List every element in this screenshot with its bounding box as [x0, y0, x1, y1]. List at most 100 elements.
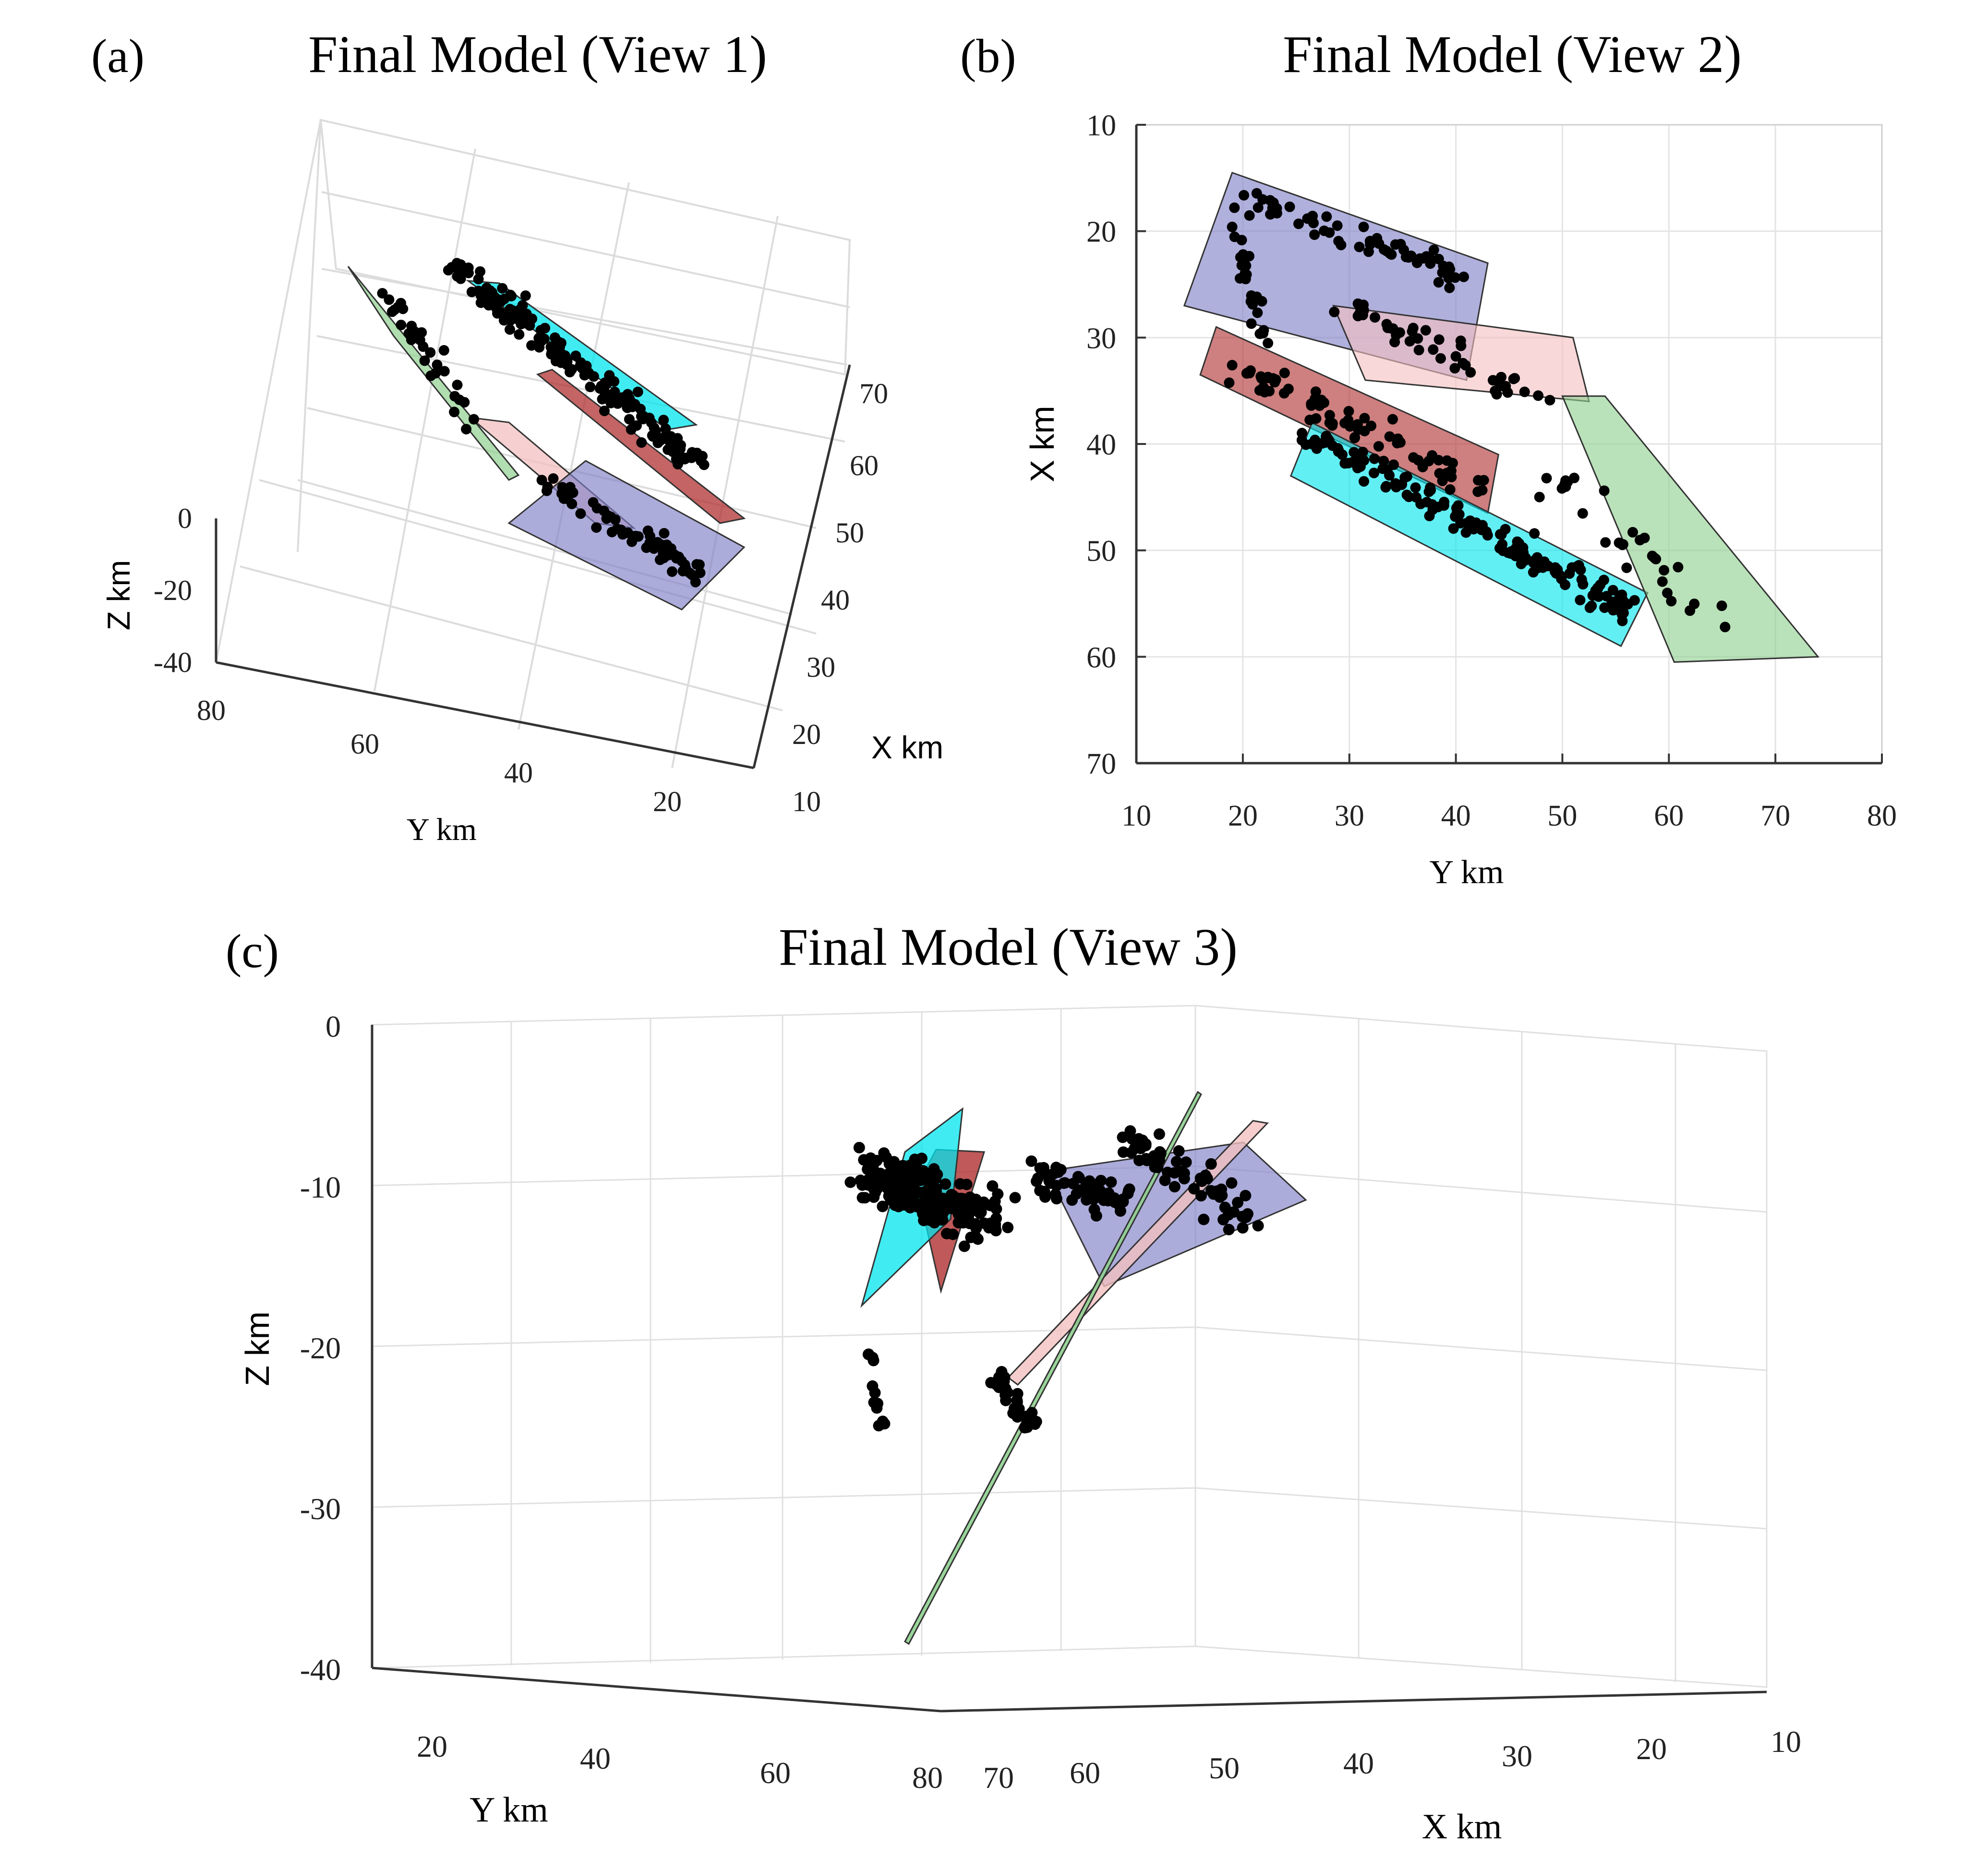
event-dot — [377, 288, 388, 299]
event-dot — [1358, 221, 1369, 232]
event-dot — [1002, 1222, 1014, 1234]
panel-a-z-label: Z km — [101, 560, 136, 631]
event-dot — [1324, 227, 1335, 238]
event-dot — [514, 329, 525, 340]
z-tick: -40 — [300, 1653, 341, 1687]
event-dot — [1559, 479, 1570, 490]
event-dot — [1577, 508, 1588, 519]
event-dot — [505, 315, 516, 326]
event-dot — [911, 1161, 923, 1173]
y-tick: 20 — [417, 1729, 447, 1763]
event-dot — [878, 1147, 890, 1159]
event-dot — [1621, 563, 1632, 573]
event-dot — [1373, 441, 1384, 452]
x-tick-label: 60 — [1654, 800, 1684, 832]
event-dot — [1152, 1162, 1164, 1174]
event-dot — [1034, 1162, 1046, 1174]
event-dot — [659, 432, 670, 443]
event-dot — [1000, 1394, 1012, 1406]
event-dot — [1241, 260, 1252, 271]
panel-b: (b) Final Model (View 2) 10 20 30 40 50 60 70 8… — [960, 25, 1897, 891]
event-dot — [432, 360, 443, 371]
event-dot — [580, 368, 591, 379]
event-dot — [1497, 539, 1508, 550]
event-dot — [873, 1420, 885, 1432]
event-dot — [940, 1178, 952, 1190]
event-dot — [1611, 599, 1622, 610]
x-tick: 20 — [792, 719, 821, 750]
y-tick: 40 — [504, 757, 533, 789]
event-dot — [1039, 1191, 1051, 1203]
x-tick: 30 — [807, 651, 835, 683]
event-dot — [1227, 221, 1238, 232]
event-dot — [1387, 414, 1398, 425]
event-dot — [1117, 1131, 1129, 1143]
x-tick-label: 30 — [1335, 800, 1364, 832]
x-tick: 50 — [835, 517, 864, 549]
panel-c-ticks: 0 -10 -20 -30 -40 20 40 60 80 70 60 50 4… — [300, 1009, 1801, 1795]
event-dot — [1551, 568, 1562, 579]
event-dot — [1117, 1146, 1129, 1158]
z-tick: 0 — [325, 1009, 341, 1043]
event-dot — [931, 1168, 943, 1180]
event-dot — [868, 1179, 880, 1191]
fault-plane-green — [904, 1091, 1202, 1645]
event-dot — [1012, 1411, 1024, 1423]
event-dot — [1600, 537, 1611, 548]
event-dot — [1496, 372, 1506, 383]
event-dot — [1232, 1197, 1244, 1209]
event-dot — [677, 565, 688, 576]
event-dot — [1382, 323, 1393, 334]
event-dot — [1370, 312, 1380, 323]
event-dot — [461, 424, 472, 435]
x-tick: 60 — [1070, 1756, 1100, 1790]
event-dot — [1572, 561, 1583, 572]
event-dot — [1323, 433, 1334, 444]
event-dot — [452, 380, 463, 390]
event-dot — [1226, 1177, 1238, 1189]
event-dot — [1384, 431, 1395, 442]
event-dot — [672, 454, 683, 465]
event-dot — [1321, 211, 1332, 222]
event-dot — [1155, 1147, 1167, 1159]
event-dot — [1049, 1188, 1061, 1200]
event-dot — [1188, 1183, 1200, 1195]
event-dot — [425, 370, 436, 381]
event-dot — [1259, 387, 1270, 398]
panel-a-title: Final Model (View 1) — [308, 25, 767, 84]
event-dot — [1401, 490, 1412, 501]
event-dot — [1091, 1183, 1103, 1194]
event-dot — [1541, 473, 1552, 484]
z-tick: -20 — [300, 1331, 341, 1365]
event-dot — [475, 290, 486, 301]
event-dot — [844, 1176, 856, 1188]
y-tick-label: 20 — [1086, 216, 1116, 249]
event-dot — [1666, 596, 1677, 607]
event-dot — [1599, 602, 1610, 613]
event-dot — [1410, 482, 1421, 493]
event-dot — [999, 1371, 1011, 1383]
event-dot — [1237, 1222, 1249, 1234]
panel-a-grid — [215, 119, 851, 768]
event-dot — [536, 336, 547, 347]
z-tick: -10 — [300, 1170, 341, 1204]
event-dot — [1180, 1156, 1192, 1168]
event-dot — [469, 414, 479, 425]
event-dot — [443, 265, 454, 276]
event-dot — [1534, 491, 1545, 503]
event-dot — [853, 1142, 865, 1153]
event-dot — [1639, 532, 1650, 543]
event-dot — [1159, 1175, 1171, 1187]
y-tick-label: 70 — [1086, 748, 1116, 780]
event-dot — [599, 406, 610, 417]
event-dot — [1263, 337, 1274, 348]
event-dot — [1302, 213, 1313, 224]
event-dot — [1517, 548, 1528, 559]
event-dot — [389, 304, 400, 315]
event-dot — [1398, 244, 1409, 255]
y-tick: 20 — [653, 786, 682, 817]
event-dot — [615, 524, 627, 535]
event-dot — [1114, 1205, 1126, 1217]
event-dot — [1030, 1415, 1042, 1427]
